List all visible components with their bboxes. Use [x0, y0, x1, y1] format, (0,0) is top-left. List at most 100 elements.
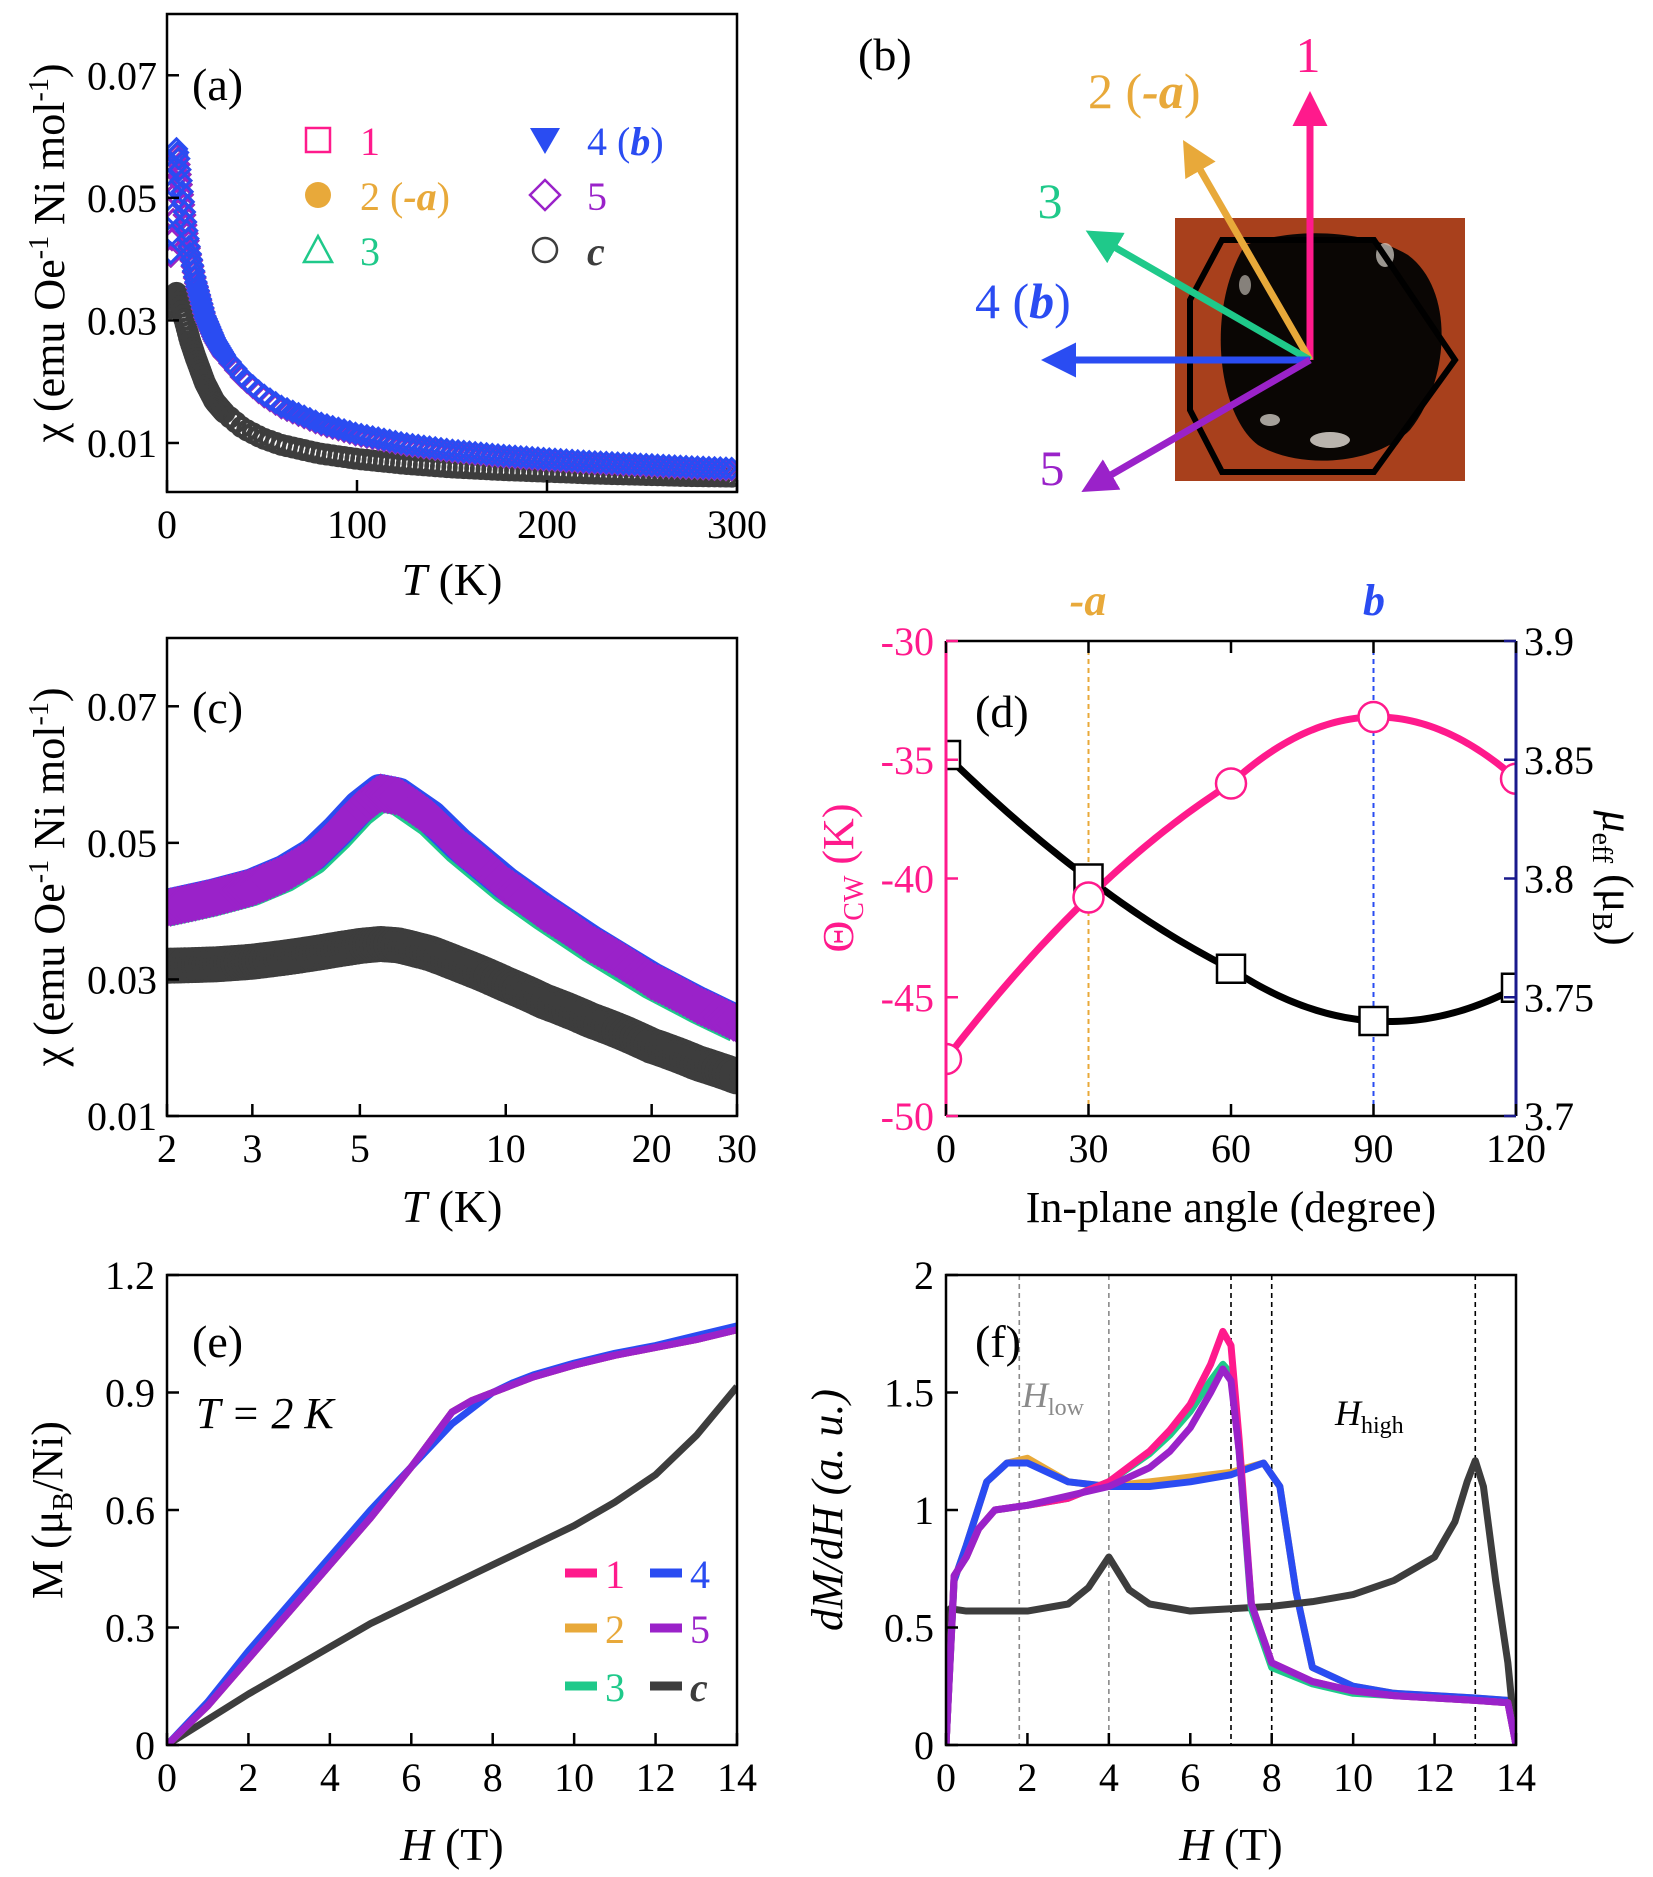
panel-e-legend-item-1: 1 [565, 1552, 625, 1597]
panel-e-legend-label: 3 [605, 1665, 625, 1710]
panel-d-yr-tick-label-0: 3.7 [1524, 1094, 1574, 1139]
arrow-3 [1085, 230, 1312, 364]
panel-d-xtick-label-3: 90 [1354, 1126, 1394, 1171]
panel-e-data [167, 1322, 737, 1745]
panel-d-mueff-point [946, 739, 962, 771]
panel-c-xtick-label-5: 30 [717, 1126, 757, 1171]
panel-f: 0 2 4 6 8 10 12 14 0 0.5 1 1.5 2 (f) Hlow Hhigh H (T… [803, 1253, 1536, 1870]
panel-a-legend: 1 2 (-a) 3 4 (b) 5 c [301, 119, 664, 274]
panel-a-series-4b [167, 136, 737, 481]
panel-e-legend-item-3: 3 [565, 1665, 625, 1710]
panel-a-xtick-label-2: 200 [517, 502, 577, 547]
panel-c-y-tick-label-3: 0.07 [87, 684, 157, 729]
panel-e-xtick-label-0: 0 [157, 1755, 177, 1800]
panel-d-theta-point [946, 1042, 963, 1076]
panel-a-legend-label-3: 3 [360, 229, 380, 274]
panel-a-point [167, 244, 183, 269]
arrow-label-2: 2 (-a) [1088, 63, 1200, 119]
panel-d-xtick-label-0: 0 [936, 1126, 956, 1171]
panel-a-legend-label-6: c [587, 229, 605, 274]
arrow-5 [1081, 356, 1312, 493]
panel-e-label: (e) [192, 1316, 243, 1367]
panel-e-xtick-label-2: 4 [320, 1755, 340, 1800]
panel-a-point [167, 136, 189, 161]
panel-f-y-tick-label-2: 1 [914, 1488, 934, 1533]
panel-a-xtick-label-3: 300 [707, 502, 767, 547]
direction-arrows: 1 2 (-a) 3 4 (b) 5 [975, 27, 1328, 496]
panel-a-series-1 [167, 142, 737, 482]
panel-a-point [167, 140, 190, 165]
panel-e-y-tick-label-0: 0 [135, 1723, 155, 1768]
panel-e-y-tick-label-2: 0.6 [105, 1488, 155, 1533]
panel-a-ylabel: χ (emu Oe-1 Ni mol-1) [24, 63, 74, 443]
panel-a-legend-item-5: 5 [528, 174, 607, 219]
panel-f-y-tick-label-4: 2 [914, 1253, 934, 1298]
panel-d-mueff-point [1358, 1005, 1389, 1037]
panel-f-xtick-label-2: 4 [1099, 1755, 1119, 1800]
panel-e-xlabel: H (T) [399, 1819, 503, 1870]
panel-d-xtick-label-4: 120 [1486, 1126, 1546, 1171]
panel-d-top-label-b: b [1363, 576, 1385, 625]
panel-f-xtick-label-1: 2 [1017, 1755, 1037, 1800]
panel-e-xtick-label-7: 14 [717, 1755, 757, 1800]
panel-e-xtick-label-4: 8 [483, 1755, 503, 1800]
panel-d-theta-point [1357, 700, 1390, 734]
panel-a-xtick-label-1: 100 [327, 502, 387, 547]
panel-a-label: (a) [192, 59, 243, 110]
panel-f-series-5 [946, 1365, 1516, 1745]
panel-d-label: (d) [975, 686, 1029, 737]
panel-d-ylabel-left: ΘCW (K) [814, 804, 870, 953]
crystal-glint-4 [1239, 275, 1251, 295]
panel-a: 0 100 200 300 0.01 0.03 0.05 0.07 (a) 1 2 (-a) 3 4… [24, 12, 767, 605]
panel-e-legend-item-5: 5 [650, 1607, 710, 1652]
panel-d-top-label-minus-a: -a [1070, 576, 1107, 625]
panel-c-label: (c) [192, 682, 243, 733]
panel-e-legend: 1 4 2 5 3 c [565, 1552, 710, 1710]
panel-c-frame [165, 636, 739, 1118]
panel-d-theta-point [1072, 881, 1105, 914]
panel-e-y-tick-label-4: 1.2 [105, 1253, 155, 1298]
panel-e-y-tick-label-1: 0.3 [105, 1606, 155, 1651]
panel-a-y-tick-label-2: 0.05 [87, 176, 157, 221]
panel-f-xtick-label-7: 14 [1496, 1755, 1536, 1800]
panel-f-xtick-label-5: 10 [1333, 1755, 1373, 1800]
arrow-label-1: 1 [1296, 27, 1321, 83]
legend-marker-open-circle [531, 236, 559, 264]
panel-f-ticks: 0 2 4 6 8 10 12 14 0 0.5 1 1.5 2 [884, 1253, 1536, 1800]
panel-e-xtick-label-1: 2 [238, 1755, 258, 1800]
panel-a-ticks: 0 100 200 300 0.01 0.03 0.05 0.07 [87, 53, 767, 547]
panel-a-frame [165, 12, 739, 494]
panel-a-legend-item-2: 2 (-a) [305, 174, 450, 219]
panel-d-xlabel: In-plane angle (degree) [1026, 1183, 1436, 1232]
panel-a-xtick-label-0: 0 [157, 502, 177, 547]
panel-c-series-c [167, 925, 737, 1095]
panel-d-ylabel-right: μeff (μB) [1586, 809, 1642, 945]
panel-d-data [946, 641, 1516, 1116]
panel-d-yl-tick-label-3: -35 [881, 738, 934, 783]
panel-c-data [167, 773, 737, 1095]
arrow-label-3: 3 [1038, 173, 1063, 229]
panel-e-series-5 [167, 1326, 737, 1745]
panel-e-annotation: T = 2 K [196, 1389, 336, 1438]
panel-d-yl-tick-label-1: -45 [881, 975, 934, 1020]
panel-f-h-high: Hhigh [1334, 1393, 1404, 1439]
panel-c-xtick-label-1: 3 [242, 1126, 262, 1171]
panel-c-ticks: 2 3 5 10 20 30 0.01 0.03 0.05 0.07 [87, 684, 757, 1171]
panel-f-xtick-label-0: 0 [936, 1755, 956, 1800]
panel-c-point [717, 1004, 737, 1044]
panel-e-y-tick-label-3: 0.9 [105, 1371, 155, 1416]
panel-a-data [167, 136, 737, 488]
panel-d-theta-point [1499, 762, 1516, 795]
panel-a-point [713, 456, 737, 481]
panel-d-ticks: 0 30 60 90 120 -50 -45 -40 -35 -30 3.7 3.75 3.8 3.85 3… [881, 619, 1594, 1171]
panel-a-legend-item-4: 4 (b) [530, 119, 664, 164]
panel-a-xlabel: T (K) [402, 554, 503, 605]
panel-d-yl-tick-label-2: -40 [881, 857, 934, 902]
panel-f-label: (f) [975, 1316, 1021, 1367]
panel-d-yl-tick-label-4: -30 [881, 619, 934, 664]
panel-b: (b) 1 2 (-a) 3 4 (b) 5 [858, 27, 1465, 496]
panel-f-xtick-label-3: 6 [1180, 1755, 1200, 1800]
